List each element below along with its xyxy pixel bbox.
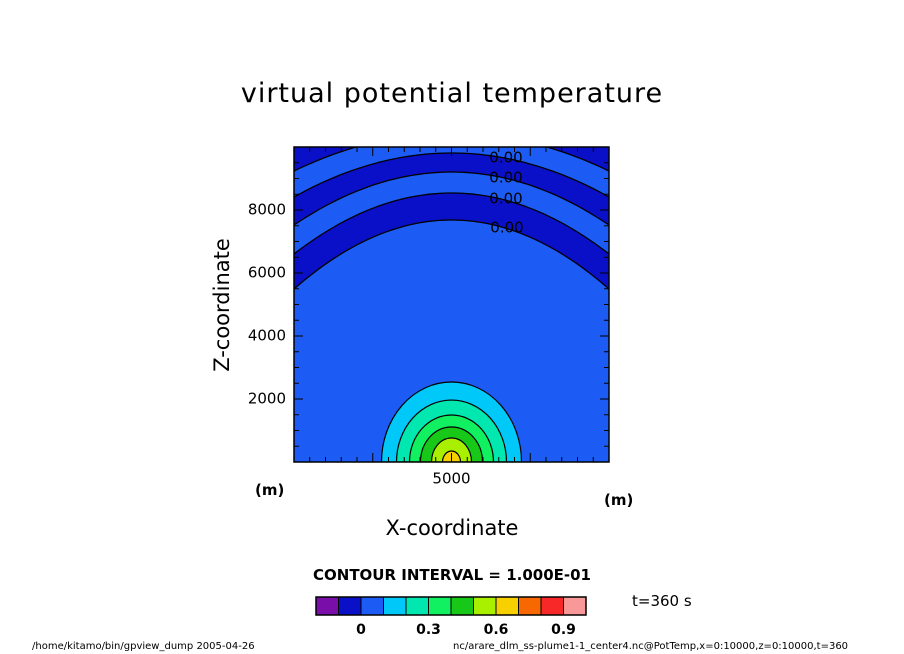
colorbar-swatch	[518, 596, 542, 616]
y-tick-label: 8000	[248, 201, 286, 219]
band-lower	[294, 193, 609, 289]
colorbar-swatch	[383, 596, 407, 616]
colorbar-swatch	[450, 596, 474, 616]
colorbar: 0 0.3 0.6 0.9	[315, 596, 587, 638]
colorbar-tick-label: 0.3	[416, 622, 441, 638]
y-tick-label: 4000	[248, 327, 286, 345]
contour-line	[294, 192, 609, 255]
contour-label: 0.00	[490, 219, 523, 237]
contour-labels: 0.00 0.00 0.00 0.00	[489, 149, 523, 237]
time-label: t=360 s	[632, 592, 692, 610]
band-upper	[294, 153, 609, 225]
y-tick-label: 2000	[248, 390, 286, 408]
y-axis-unit: (m)	[255, 481, 285, 499]
footer-right-source: nc/arare_dlm_ss-plume1-1_center4.nc@PotT…	[453, 641, 849, 652]
contour-line	[294, 219, 609, 290]
plot-area	[294, 147, 609, 462]
colorbar-swatch	[495, 596, 519, 616]
colorbar-tick-label: 0.9	[551, 622, 576, 638]
x-tick-label: 5000	[432, 470, 470, 488]
colorbar-swatch	[360, 596, 384, 616]
contour-label: 0.00	[489, 149, 522, 167]
colorbar-swatch	[473, 596, 497, 616]
colorbar-swatch	[540, 596, 564, 616]
axes: 2000 4000 6000 8000 5000	[248, 146, 610, 488]
colorbar-swatch	[405, 596, 429, 616]
colorbar-swatch	[338, 596, 362, 616]
colorbar-frame	[315, 596, 587, 616]
colorbar-tick-label: 0.6	[484, 622, 509, 638]
contour-line	[294, 171, 609, 226]
colorbar-swatch	[315, 596, 339, 616]
chart-title: virtual potential temperature	[240, 78, 664, 109]
colorbar-swatch	[428, 596, 452, 616]
contour-line	[294, 147, 609, 172]
colorbar-swatch	[563, 596, 587, 616]
contour-interval-label: CONTOUR INTERVAL = 1.000E-01	[313, 566, 591, 584]
contour-label: 0.00	[489, 190, 522, 208]
bubble-contour-0.5	[430, 437, 473, 462]
y-tick-label: 6000	[248, 264, 286, 282]
colorbar-tick-label: 0	[356, 622, 366, 638]
contour-label: 0.00	[489, 169, 522, 187]
footer-left-path: /home/kitamo/bin/gpview_dump 2005-04-26	[32, 641, 255, 652]
x-axis-label: X-coordinate	[385, 516, 519, 540]
x-axis-unit: (m)	[604, 491, 634, 509]
